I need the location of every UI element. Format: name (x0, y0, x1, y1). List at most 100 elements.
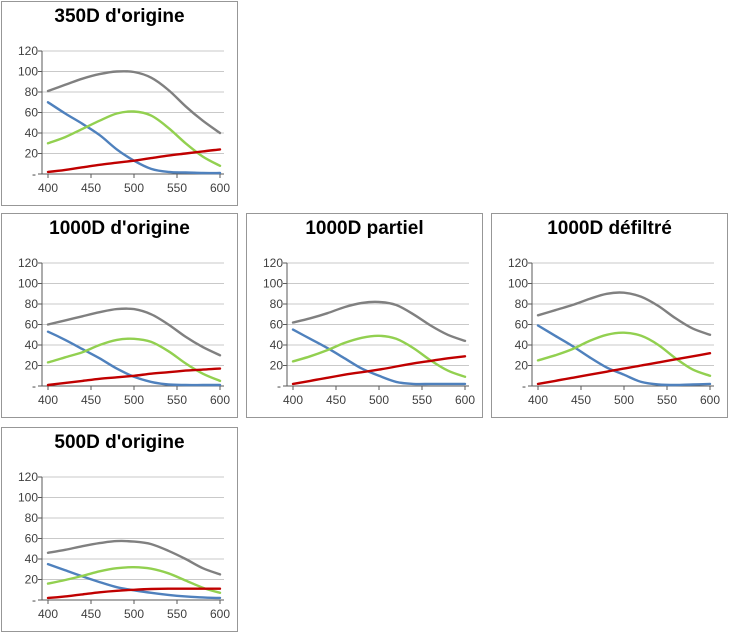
chart-panel-1000d-defiltre: - 20 40 60 80 100 120 400 450 500 550 600 1000D déf… (491, 213, 728, 418)
chart-plot: - 20 40 60 80 100 120 400 450 500 550 600 (18, 256, 230, 407)
series-line-blue (46, 562, 222, 600)
chart-panel-1000d-origine: - 20 40 60 80 100 120 400 450 500 550 600 1000D d'o… (1, 213, 238, 418)
x-tick-label: 550 (167, 181, 187, 195)
y-tick-label: 120 (508, 256, 528, 270)
y-tick-label: 20 (515, 359, 529, 373)
series-line-gray (46, 307, 222, 357)
y-tick-label: 40 (25, 552, 39, 566)
y-tick-label: - (32, 167, 36, 181)
chart-title: 1000D partiel (305, 218, 424, 239)
y-tick-label: 80 (270, 297, 284, 311)
x-tick-label: 400 (528, 393, 548, 407)
x-tick-label: 500 (124, 181, 144, 195)
series-line-red (536, 352, 712, 386)
y-tick-label: 40 (25, 126, 39, 140)
y-tick-label: 60 (270, 318, 284, 332)
chart-plot: - 20 40 60 80 100 120 400 450 500 550 600 (18, 470, 230, 621)
y-tick-label: 60 (25, 318, 39, 332)
x-tick-label: 600 (210, 181, 230, 195)
x-tick-label: 550 (167, 393, 187, 407)
y-tick-label: - (277, 379, 281, 393)
y-tick-label: 20 (25, 359, 39, 373)
series-line-green (46, 337, 222, 383)
x-tick-label: 400 (38, 393, 58, 407)
chart-title: 500D d'origine (54, 432, 185, 453)
axes (283, 262, 469, 390)
series-line-gray (291, 300, 467, 343)
y-tick-label: 40 (25, 338, 39, 352)
gridlines (532, 262, 714, 366)
x-tick-label: 450 (81, 181, 101, 195)
y-tick-label: - (32, 379, 36, 393)
chart-panel-350d-origine: - 20 40 60 80 100 120 400 450 500 550 600 350D d'or… (1, 1, 238, 206)
series-line-green (536, 331, 712, 377)
x-tick-label: 450 (326, 393, 346, 407)
x-tick-label: 400 (38, 181, 58, 195)
x-tick-label: 400 (283, 393, 303, 407)
series-line-red (291, 355, 467, 386)
axis-tick-labels: - 20 40 60 80 100 120 400 450 500 550 600 (263, 256, 475, 407)
series-line-blue (536, 324, 712, 387)
x-tick-label: 450 (81, 607, 101, 621)
series-line-green (46, 565, 222, 594)
x-tick-label: 500 (369, 393, 389, 407)
gridlines (42, 262, 224, 366)
y-tick-label: - (32, 593, 36, 607)
series-line-green (291, 334, 467, 378)
chart-panel-500d-origine: - 20 40 60 80 100 120 400 450 500 550 600 500D d'or… (1, 427, 238, 632)
y-tick-label: 20 (25, 573, 39, 587)
series-line-gray (46, 70, 222, 135)
axes (38, 476, 224, 604)
x-tick-label: 450 (571, 393, 591, 407)
y-tick-label: 80 (25, 511, 39, 525)
x-tick-label: 550 (412, 393, 432, 407)
series-line-red (46, 587, 222, 600)
gridlines (42, 50, 224, 154)
y-tick-label: 20 (270, 359, 284, 373)
chart-title: 350D d'origine (54, 6, 185, 27)
y-tick-label: 120 (263, 256, 283, 270)
series-line-red (46, 367, 222, 387)
x-tick-label: 400 (38, 607, 58, 621)
x-tick-label: 500 (124, 393, 144, 407)
x-tick-label: 550 (167, 607, 187, 621)
y-tick-label: 100 (508, 277, 528, 291)
gridlines (287, 262, 469, 366)
x-tick-label: 500 (124, 607, 144, 621)
y-tick-label: 100 (263, 277, 283, 291)
y-tick-label: - (522, 379, 526, 393)
chart-plot: - 20 40 60 80 100 120 400 450 500 550 600 (508, 256, 720, 407)
series-line-green (46, 110, 222, 167)
axes (528, 262, 714, 390)
y-tick-label: 40 (515, 338, 529, 352)
x-tick-label: 600 (455, 393, 475, 407)
chart-panel-1000d-partiel: - 20 40 60 80 100 120 400 450 500 550 600 1000D par… (246, 213, 483, 418)
y-tick-label: 20 (25, 147, 39, 161)
y-tick-label: 40 (270, 338, 284, 352)
y-tick-label: 80 (25, 85, 39, 99)
y-tick-label: 100 (18, 277, 38, 291)
axis-tick-labels: - 20 40 60 80 100 120 400 450 500 550 600 (18, 256, 230, 407)
chart-title: 1000D d'origine (49, 218, 190, 239)
y-tick-label: 120 (18, 470, 38, 484)
x-tick-label: 500 (614, 393, 634, 407)
series-line-gray (536, 291, 712, 336)
series-line-gray (46, 539, 222, 576)
axis-tick-labels: - 20 40 60 80 100 120 400 450 500 550 600 (508, 256, 720, 407)
x-tick-label: 450 (81, 393, 101, 407)
chart-plot: - 20 40 60 80 100 120 400 450 500 550 600 (18, 44, 230, 195)
x-tick-label: 600 (210, 607, 230, 621)
chart-title: 1000D défiltré (547, 218, 672, 239)
y-tick-label: 100 (18, 65, 38, 79)
chart-plot: - 20 40 60 80 100 120 400 450 500 550 600 (263, 256, 475, 407)
y-tick-label: 60 (515, 318, 529, 332)
series-line-red (46, 148, 222, 174)
y-tick-label: 80 (515, 297, 529, 311)
axis-tick-labels: - 20 40 60 80 100 120 400 450 500 550 600 (18, 44, 230, 195)
series-line-blue (291, 328, 467, 386)
y-tick-label: 60 (25, 106, 39, 120)
x-tick-label: 550 (657, 393, 677, 407)
y-tick-label: 120 (18, 256, 38, 270)
axes (38, 50, 224, 178)
